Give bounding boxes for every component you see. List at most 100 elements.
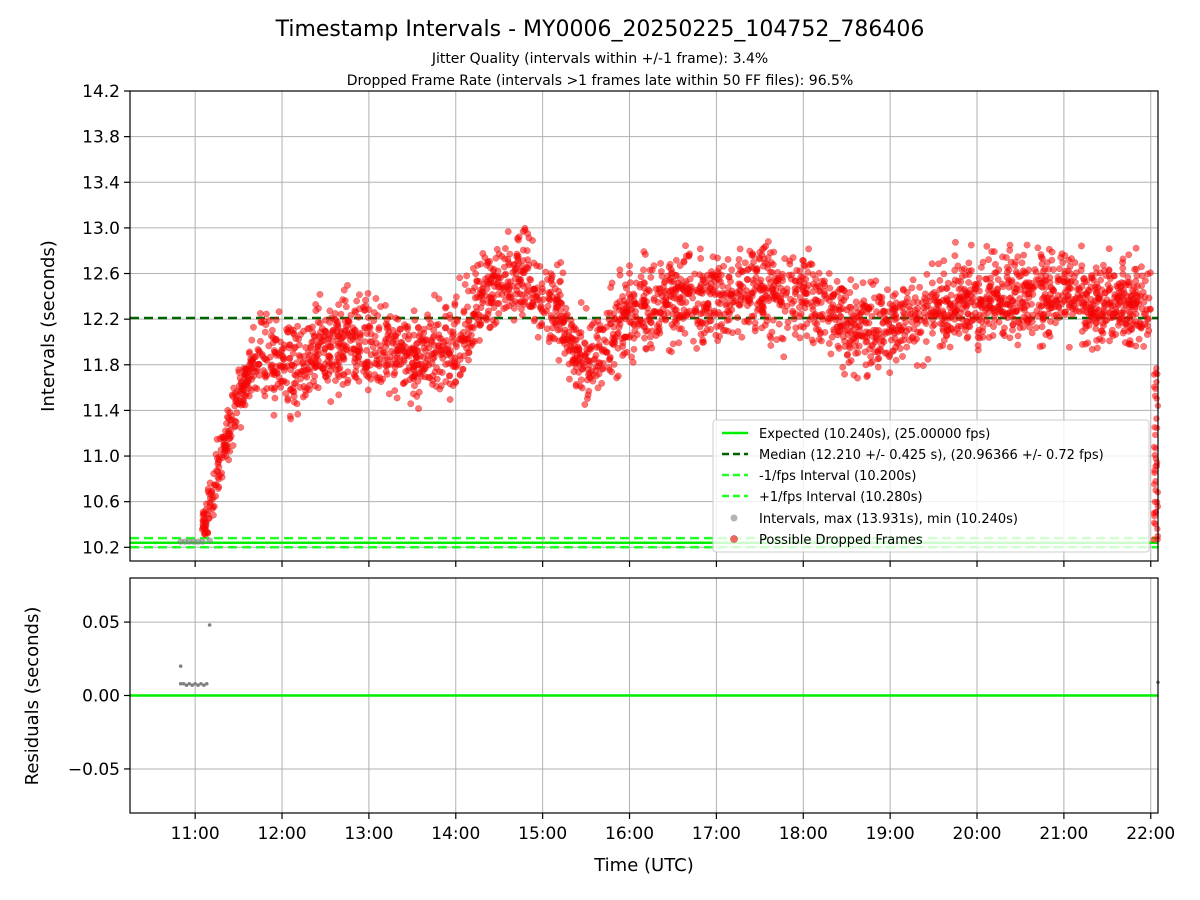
dropped-frame-point	[430, 353, 438, 361]
dropped-frame-point	[662, 316, 670, 324]
dropped-frame-point	[383, 316, 391, 323]
dropped-frame-point	[463, 344, 471, 352]
chart-title: Timestamp Intervals - MY0006_20250225_10…	[275, 17, 925, 42]
dropped-frame-point	[744, 302, 751, 310]
dropped-frame-point	[1055, 276, 1063, 284]
dropped-frame-point	[868, 312, 876, 320]
dropped-frame-point	[314, 343, 322, 351]
dropped-frame-point	[677, 311, 685, 319]
dropped-frame-point	[709, 253, 717, 261]
dropped-frame-point	[581, 339, 589, 347]
dropped-frame-point	[694, 317, 702, 325]
dropped-frame-point	[670, 323, 678, 331]
dropped-frame-point	[924, 355, 932, 363]
residual-point	[199, 681, 203, 686]
dropped-frame-point	[204, 488, 212, 495]
dropped-frame-point	[320, 333, 328, 341]
dropped-frame-point	[321, 344, 329, 352]
residual-point	[178, 664, 183, 668]
dropped-frame-point	[479, 250, 487, 257]
dropped-frame-point	[928, 279, 936, 287]
dropped-frame-point	[399, 380, 407, 388]
dropped-frame-point	[1056, 265, 1064, 273]
dropped-frame-point	[758, 251, 766, 259]
x-axis-label: Time (UTC)	[593, 855, 694, 876]
dropped-frame-point	[513, 250, 521, 258]
dropped-frame-point	[358, 360, 366, 368]
dropped-frame-point	[283, 379, 291, 387]
dropped-frame-point	[901, 310, 909, 318]
dropped-frame-point	[1152, 520, 1159, 528]
dropped-frame-point	[458, 334, 466, 341]
dropped-frame-point	[440, 338, 448, 346]
dropped-frame-point	[413, 392, 421, 400]
dropped-frame-point	[958, 315, 966, 323]
dropped-frame-point	[248, 336, 256, 344]
dropped-frame-point	[735, 280, 743, 288]
dropped-frame-point	[610, 360, 618, 368]
dropped-frame-point	[352, 308, 359, 316]
dropped-frame-point	[850, 312, 858, 320]
dropped-frame-point	[964, 333, 972, 341]
dropped-frame-point	[650, 296, 658, 304]
dropped-frame-point	[277, 338, 284, 346]
dropped-frame-point	[419, 353, 427, 361]
dropped-frame-point	[314, 318, 322, 326]
dropped-frame-point	[1052, 311, 1060, 319]
dropped-frame-point	[1097, 276, 1105, 284]
dropped-frame-point	[1037, 251, 1045, 259]
dropped-frame-point	[1044, 310, 1052, 318]
dropped-frame-point	[971, 309, 979, 317]
dropped-frame-point	[529, 237, 536, 244]
dropped-frame-point	[585, 345, 593, 353]
dropped-frame-point	[1132, 342, 1140, 350]
x-tick-label: 17:00	[692, 824, 741, 844]
dropped-frame-point	[725, 308, 733, 316]
dropped-frame-point	[286, 412, 294, 420]
y-tick-label: 11.4	[82, 401, 120, 421]
dropped-frame-point	[825, 340, 833, 347]
dropped-frame-point	[463, 272, 471, 280]
dropped-frame-point	[450, 320, 458, 328]
dropped-frame-point	[859, 308, 867, 315]
dropped-frame-point	[244, 378, 252, 386]
dropped-frame-point	[442, 303, 450, 311]
dropped-frame-point	[644, 327, 651, 335]
dropped-frame-point	[524, 287, 532, 295]
dropped-frame-point	[724, 255, 732, 263]
dropped-frame-point	[585, 387, 593, 395]
dropped-frame-point	[728, 266, 736, 274]
dropped-frame-point	[391, 363, 399, 371]
dropped-frame-point	[689, 337, 697, 345]
dropped-frame-point	[985, 256, 993, 264]
dropped-frame-point	[736, 245, 744, 253]
dropped-frame-point	[675, 339, 683, 347]
dropped-frame-point	[334, 371, 342, 379]
dropped-frame-point	[334, 342, 342, 350]
dropped-frame-point	[671, 317, 679, 325]
dropped-frame-point	[799, 257, 807, 265]
dropped-frame-point	[672, 256, 680, 264]
dropped-frame-point	[965, 259, 973, 267]
dropped-frame-point	[1139, 288, 1147, 296]
dropped-frame-point	[552, 296, 560, 304]
dropped-frame-point	[1006, 334, 1014, 342]
dropped-frame-point	[664, 272, 672, 280]
dropped-frame-point	[791, 330, 799, 338]
dropped-frame-point	[487, 298, 495, 306]
dropped-frame-point	[946, 300, 954, 308]
dropped-frame-point	[591, 355, 599, 363]
dropped-frame-point	[623, 307, 631, 315]
dropped-frame-point	[631, 299, 639, 307]
dropped-frame-point	[626, 262, 633, 270]
dropped-frame-point	[393, 354, 401, 362]
dropped-frame-point	[796, 267, 804, 275]
dropped-frame-point	[415, 405, 422, 413]
dropped-frame-point	[543, 307, 550, 315]
dropped-frame-point	[1045, 329, 1053, 337]
dropped-frame-point	[1084, 339, 1092, 347]
dropped-frame-point	[626, 269, 633, 277]
dropped-frame-point	[947, 291, 955, 299]
dropped-frame-point	[756, 279, 764, 287]
dropped-frame-point	[256, 310, 264, 317]
